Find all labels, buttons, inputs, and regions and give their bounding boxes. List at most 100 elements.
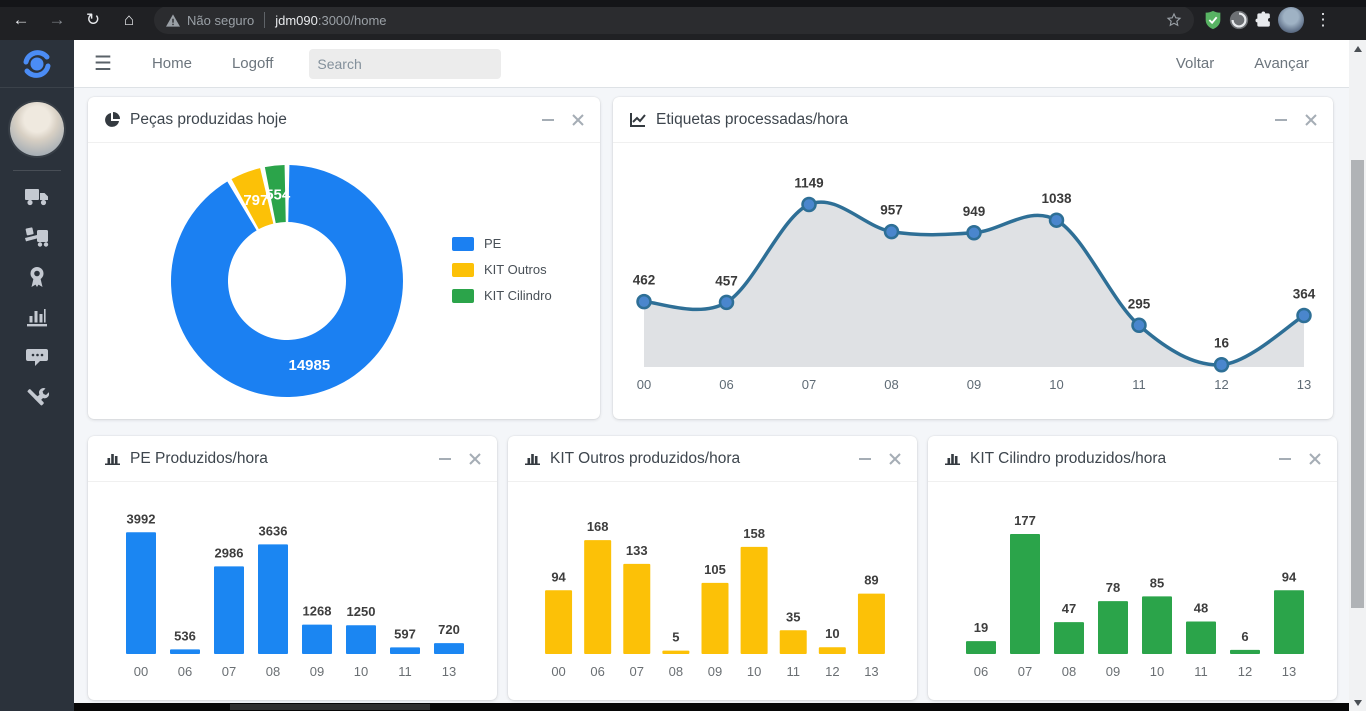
bar[interactable] — [623, 563, 651, 654]
browser-profile-avatar[interactable] — [1278, 7, 1304, 33]
comments-icon — [26, 349, 48, 366]
close-icon[interactable] — [1305, 113, 1317, 126]
hamburger-menu-icon[interactable]: ☰ — [94, 53, 112, 75]
area-chart[interactable]: 462 00 457 06 1149 07 957 08 949 09 1038 10 295 11 16 1… — [613, 143, 1333, 422]
bar[interactable] — [545, 590, 573, 654]
horizontal-scrollbar-thumb[interactable] — [230, 704, 430, 710]
close-icon[interactable] — [572, 113, 584, 126]
bar-svg: 3992 00 536 06 2986 07 3636 08 1268 09 1250 10 597 11… — [126, 511, 464, 679]
bar-chart[interactable]: 3992 00 536 06 2986 07 3636 08 1268 09 1250 10 597 11… — [88, 482, 497, 703]
legend-item-kit-outros: KIT Outros — [452, 262, 552, 277]
address-bar[interactable]: Não seguro jdm090:3000/home — [154, 6, 1194, 34]
donut-segment-KIT Outros[interactable] — [231, 168, 274, 230]
bar[interactable] — [170, 649, 200, 654]
data-point[interactable] — [1048, 212, 1065, 228]
bar-chart-icon — [524, 451, 540, 466]
bar[interactable] — [818, 647, 846, 654]
vertical-scrollbar[interactable] — [1349, 40, 1366, 711]
bar[interactable] — [1186, 621, 1216, 654]
sidebar-item-settings[interactable] — [0, 377, 74, 417]
bar[interactable] — [1230, 649, 1260, 654]
data-point[interactable] — [883, 223, 900, 240]
bar[interactable] — [434, 643, 464, 654]
close-icon[interactable] — [1309, 452, 1321, 465]
browser-refresh-icon[interactable]: ↻ — [85, 10, 101, 29]
close-icon[interactable] — [469, 452, 481, 465]
donut-segment-PE[interactable] — [170, 165, 403, 397]
data-point[interactable] — [801, 196, 817, 213]
vertical-scrollbar-thumb[interactable] — [1351, 160, 1364, 608]
bar[interactable] — [258, 544, 288, 654]
extension-circle-icon[interactable] — [1228, 9, 1250, 31]
data-point[interactable] — [718, 294, 735, 311]
bar[interactable] — [126, 532, 156, 654]
minimize-icon[interactable] — [439, 457, 451, 460]
card-header: Etiquetas processadas/hora — [613, 97, 1333, 143]
bar[interactable] — [390, 647, 420, 654]
x-axis-label: 09 — [708, 664, 722, 679]
x-axis-label: 06 — [178, 664, 192, 679]
sidebar-item-messages[interactable] — [0, 337, 74, 377]
donut-segment-KIT Cilindro[interactable] — [264, 165, 286, 224]
scroll-up-arrow-icon[interactable] — [1349, 40, 1366, 57]
bar[interactable] — [966, 641, 996, 654]
x-axis-label: 13 — [442, 664, 456, 679]
sidebar-item-loading[interactable] — [0, 217, 74, 257]
minimize-icon[interactable] — [542, 118, 554, 121]
nav-avancar-link[interactable]: Avançar — [1254, 55, 1309, 72]
bar[interactable] — [857, 593, 885, 654]
bar[interactable] — [1274, 590, 1304, 654]
donut-chart[interactable]: 14985 797 554 — [170, 164, 404, 403]
sidebar-item-expedition[interactable] — [0, 177, 74, 217]
data-point[interactable] — [636, 293, 652, 310]
user-avatar[interactable] — [10, 102, 64, 156]
bar[interactable] — [740, 546, 768, 654]
bar[interactable] — [701, 582, 729, 654]
bookmark-star-icon[interactable] — [1166, 12, 1182, 28]
security-label[interactable]: Não seguro — [187, 12, 255, 28]
minimize-icon[interactable] — [859, 457, 871, 460]
browser-menu-icon[interactable]: ⋮ — [1314, 10, 1332, 29]
bar[interactable] — [1054, 622, 1084, 654]
x-axis-label: 11 — [1132, 377, 1146, 392]
x-axis-label: 07 — [802, 377, 816, 392]
minimize-icon[interactable] — [1275, 118, 1287, 121]
data-point[interactable] — [1296, 307, 1312, 324]
bar-chart[interactable]: 94 00 168 06 133 07 5 08 105 09 158 10 35 11 10 12 89 13 — [508, 482, 917, 703]
extensions-puzzle-icon[interactable] — [1254, 10, 1274, 30]
bar[interactable] — [584, 540, 612, 654]
brand-logo[interactable] — [0, 40, 74, 88]
sidebar-item-reports[interactable] — [0, 297, 74, 337]
minimize-icon[interactable] — [1279, 457, 1291, 460]
scroll-down-arrow-icon[interactable] — [1349, 694, 1366, 711]
browser-home-icon[interactable]: ⌂ — [123, 10, 135, 29]
bar[interactable] — [214, 566, 244, 654]
data-point[interactable] — [1213, 356, 1230, 373]
bar[interactable] — [1142, 596, 1172, 654]
search-input[interactable] — [317, 55, 499, 72]
data-point[interactable] — [966, 225, 982, 241]
bar[interactable] — [662, 650, 690, 654]
bar-value-label: 597 — [394, 626, 416, 641]
bar[interactable] — [1098, 601, 1128, 654]
close-icon[interactable] — [889, 452, 901, 465]
horizontal-scrollbar[interactable] — [74, 703, 1349, 711]
data-point[interactable] — [1131, 317, 1147, 334]
bar[interactable] — [1010, 534, 1040, 654]
sidebar-item-quality[interactable] — [0, 257, 74, 297]
bar[interactable] — [346, 625, 376, 654]
nav-voltar-link[interactable]: Voltar — [1175, 55, 1215, 72]
x-axis-label: 09 — [1106, 664, 1120, 679]
browser-back-icon[interactable]: ← — [12, 10, 30, 29]
nav-logoff-link[interactable]: Logoff — [231, 55, 274, 72]
x-axis-label: 00 — [551, 664, 565, 679]
bar[interactable] — [779, 630, 807, 654]
bar[interactable] — [302, 624, 332, 654]
bar-chart[interactable]: 19 06 177 07 47 08 78 09 85 10 48 11 6 12 94 13 — [928, 482, 1337, 703]
adguard-shield-icon[interactable] — [1202, 9, 1224, 31]
browser-forward-icon[interactable]: → — [48, 10, 66, 29]
bar-value-label: 47 — [1062, 601, 1076, 616]
x-axis-label: 12 — [825, 664, 839, 679]
x-axis-label: 09 — [310, 664, 324, 679]
nav-home-link[interactable]: Home — [151, 55, 192, 72]
